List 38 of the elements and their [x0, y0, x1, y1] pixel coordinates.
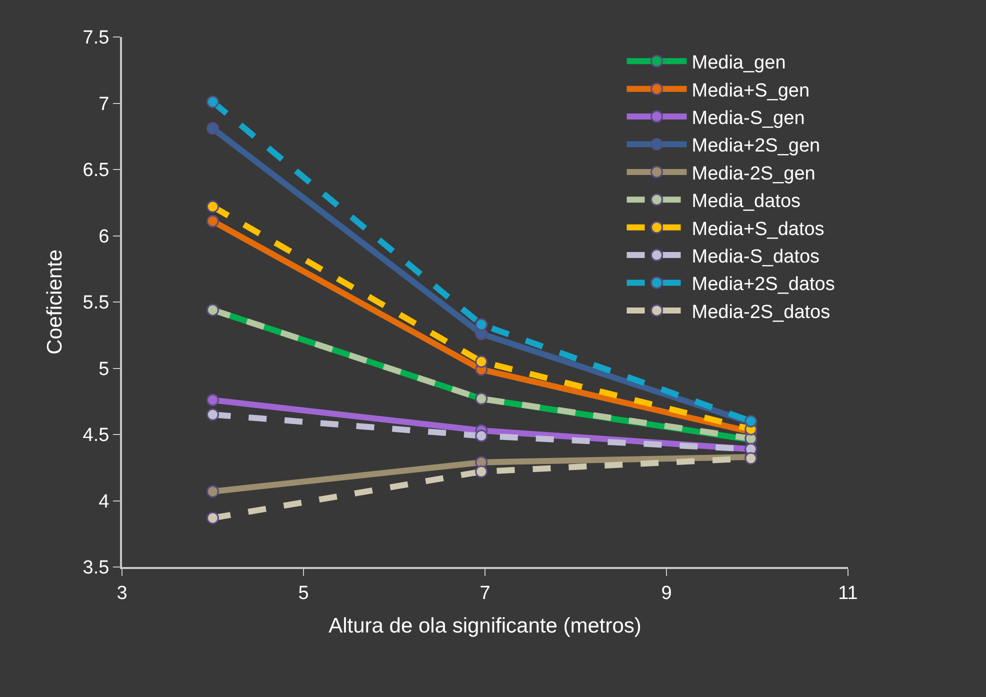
point [206, 394, 219, 406]
x-tick-label: 11 [838, 582, 858, 604]
point [206, 408, 219, 421]
x-tick-label: 3 [116, 582, 128, 604]
y-tick-label: 4 [98, 491, 110, 512]
y-tick-label: 5.5 [82, 292, 110, 314]
point [206, 96, 219, 108]
legend-label: Media-2S_gen [692, 163, 816, 184]
y-axis-title: Coeficiente [43, 249, 66, 355]
x-tick-label: 5 [298, 582, 309, 604]
legend-label: Media+2S_datos [692, 274, 835, 296]
y-tick-label: 7.5 [82, 28, 110, 49]
legend-label: Media+S_gen [692, 80, 810, 102]
legend-label: Media_gen [692, 52, 786, 74]
legend-label: Media_datos [692, 191, 801, 212]
legend-label: Media-S_datos [692, 246, 820, 268]
point [206, 200, 219, 213]
y-tick-label: 6.5 [82, 160, 110, 182]
y-tick-label: 3.5 [82, 558, 110, 579]
y-tick-label: 7 [98, 94, 110, 115]
point [475, 430, 488, 442]
x-tick-label: 7 [480, 582, 490, 604]
point [475, 465, 488, 478]
point [206, 512, 219, 524]
y-tick-label: 4.5 [82, 425, 110, 446]
point [206, 485, 219, 498]
x-tick-label: 9 [661, 582, 672, 604]
legend-label: Media+2S_gen [692, 136, 820, 157]
point [475, 355, 488, 368]
x-axis-title: Altura de ola significante (metros) [328, 614, 642, 638]
legend-label: Media-S_gen [692, 108, 805, 129]
y-tick-label: 5 [98, 358, 110, 380]
point [206, 214, 219, 228]
point [206, 122, 219, 135]
legend-label: Media+S_datos [692, 218, 824, 240]
point [475, 318, 488, 331]
y-tick-label: 6 [98, 226, 110, 248]
legend-label: Media-2S_datos [692, 302, 830, 323]
